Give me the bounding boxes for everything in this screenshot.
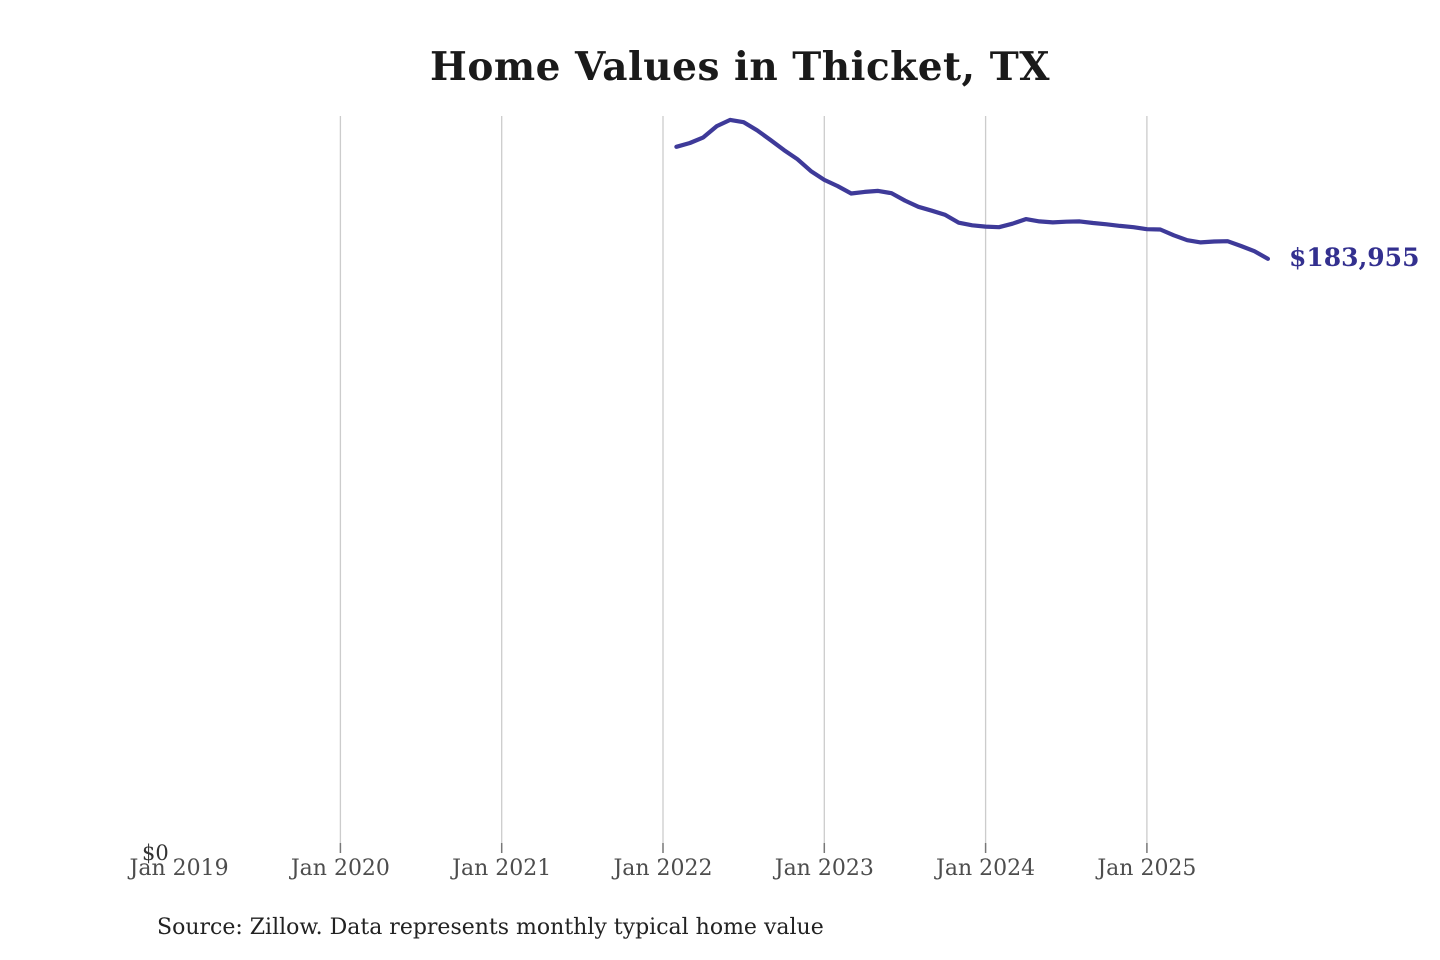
latest-value-label: $183,955 (1289, 242, 1420, 272)
x-tick-label: Jan 2019 (129, 856, 229, 881)
chart-title: Home Values in Thicket, TX (430, 44, 1050, 90)
x-tick-label: Jan 2024 (936, 856, 1036, 881)
x-tick-label: Jan 2020 (290, 856, 390, 881)
home-value-line (674, 117, 1271, 261)
y-axis-zero-label: $0 (142, 841, 169, 865)
x-tick-label: Jan 2022 (613, 856, 713, 881)
source-note: Source: Zillow. Data represents monthly … (157, 915, 824, 940)
x-tick-label: Jan 2025 (1097, 856, 1197, 881)
x-tick-label: Jan 2023 (774, 856, 874, 881)
x-tick-label: Jan 2021 (452, 856, 552, 881)
